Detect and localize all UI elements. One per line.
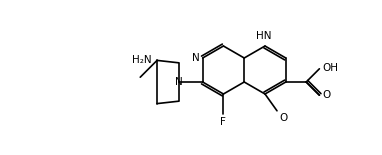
Text: OH: OH	[322, 63, 338, 73]
Text: O: O	[322, 90, 331, 100]
Text: N: N	[175, 77, 183, 87]
Text: O: O	[279, 113, 287, 123]
Text: N: N	[192, 53, 200, 63]
Text: F: F	[220, 117, 227, 127]
Text: H₂N: H₂N	[133, 55, 152, 65]
Text: HN: HN	[256, 31, 272, 41]
